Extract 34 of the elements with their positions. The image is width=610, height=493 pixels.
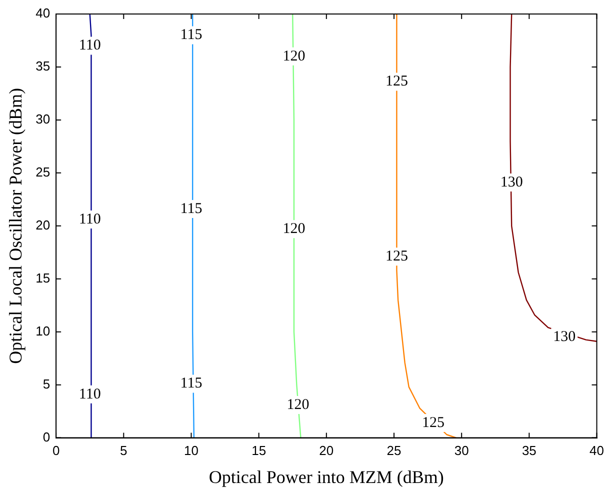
- annotation: 110: [78, 386, 101, 402]
- y-tick-label: 15: [36, 270, 50, 286]
- y-tick-label: 25: [36, 164, 50, 180]
- x-tick-label: 25: [386, 443, 402, 458]
- annotation: 110: [78, 38, 101, 54]
- annotation: 130: [553, 329, 576, 346]
- y-tick-label: 30: [36, 112, 50, 127]
- annotation: 130: [500, 174, 523, 190]
- y-tick-label: 35: [36, 58, 50, 74]
- y-tick-label: 0: [42, 429, 50, 444]
- x-tick-label: 5: [120, 443, 128, 458]
- x-axis-title: Optical Power into MZM (dBm): [208, 466, 444, 487]
- annotation: 115: [180, 376, 202, 392]
- annotation: 125: [422, 414, 444, 431]
- x-tick-label: 0: [52, 443, 60, 458]
- x-tick-label: 30: [454, 443, 469, 458]
- annotation: 125: [385, 74, 408, 90]
- annotation: 125: [385, 248, 408, 265]
- y-tick-label: 10: [36, 323, 50, 338]
- x-tick-label: 15: [252, 443, 266, 458]
- x-tick-label: 20: [319, 443, 334, 458]
- annotation: 115: [180, 27, 202, 44]
- y-tick-label: 20: [36, 217, 50, 232]
- x-tick-label: 40: [590, 443, 604, 458]
- annotation: 120: [282, 221, 306, 238]
- annotation: 110: [78, 211, 101, 228]
- y-tick-label: 40: [36, 6, 50, 21]
- y-axis-title: Optical Local Oscillator Power (dBm): [6, 88, 26, 364]
- annotation: 120: [282, 48, 306, 64]
- x-tick-label: 10: [184, 443, 198, 458]
- y-tick-label: 5: [42, 376, 50, 392]
- x-tick-label: 35: [522, 443, 536, 458]
- annotation: 120: [286, 396, 310, 413]
- annotation: 115: [180, 200, 202, 217]
